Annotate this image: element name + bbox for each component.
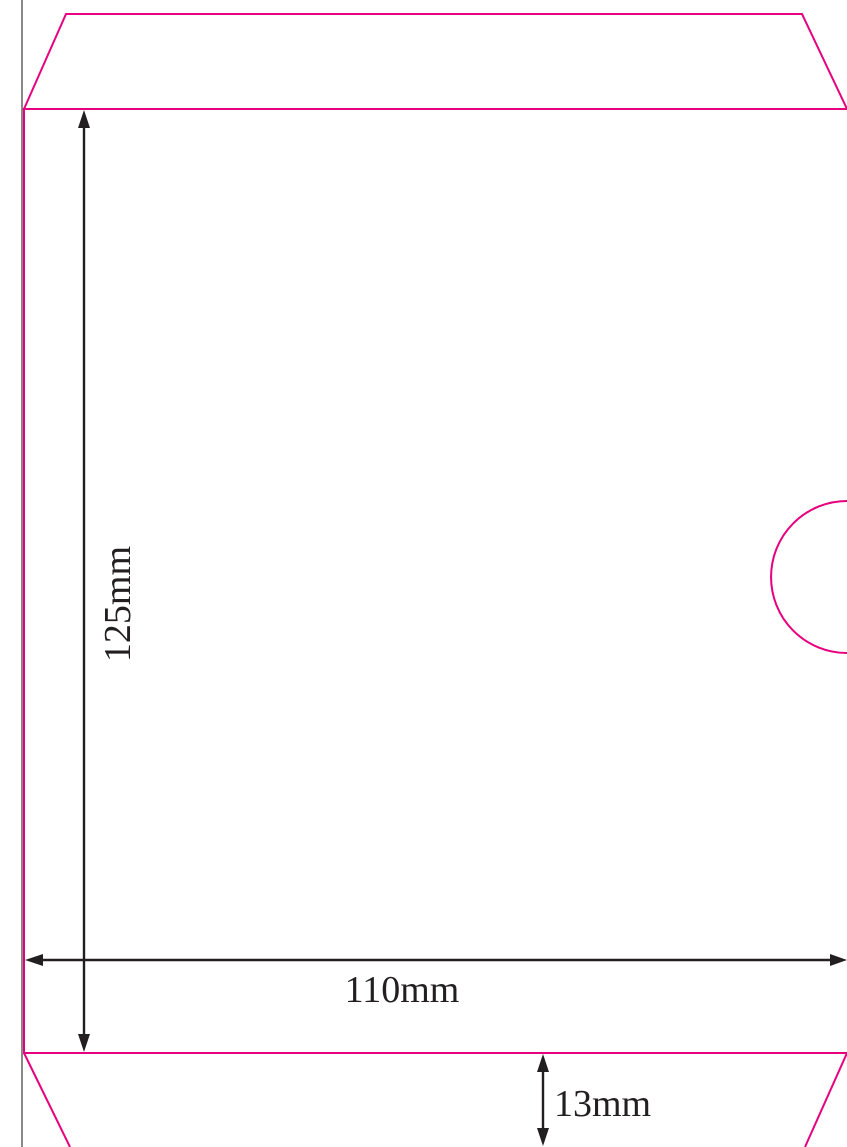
bottom-flap-left-edge [23, 1052, 71, 1147]
bottom-flap-arrow-top-icon [537, 1054, 549, 1072]
bottom-flap-dimension-label: 13mm [554, 1083, 651, 1125]
top-flap-outline [22, 13, 847, 110]
thumb-notch-outline [770, 500, 847, 654]
bottom-flap-right-edge [804, 1052, 847, 1147]
height-dimension-label: 125mm [97, 546, 139, 662]
height-arrow-top-icon [78, 110, 90, 128]
width-dimension-label: 110mm [345, 969, 460, 1011]
height-arrow-bottom-icon [78, 1034, 90, 1052]
bottom-flap-dimension: 13mm [537, 1054, 651, 1146]
width-dimension: 110mm [25, 954, 847, 1011]
width-arrow-left-icon [25, 954, 43, 966]
width-arrow-right-icon [830, 954, 847, 966]
height-dimension: 125mm [78, 110, 139, 1052]
main-panel-outline [23, 108, 847, 1054]
bottom-flap-arrow-bottom-icon [537, 1128, 549, 1146]
